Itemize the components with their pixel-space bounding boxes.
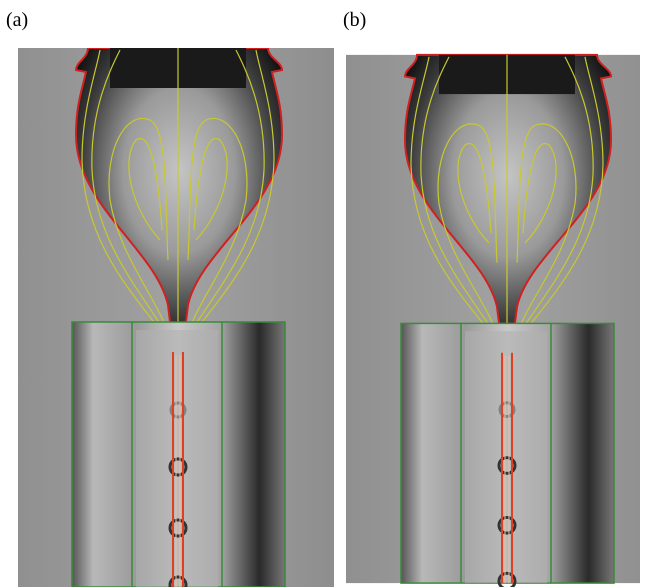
panel-b-image — [329, 55, 649, 587]
panel-a-image — [0, 48, 360, 587]
page: (a) (b) (() => { const data = JSON.parse… — [0, 0, 649, 587]
panel-label: (a) — [6, 9, 28, 31]
panel-label: (b) — [343, 9, 366, 31]
figure: (a) (b) — [0, 0, 649, 587]
